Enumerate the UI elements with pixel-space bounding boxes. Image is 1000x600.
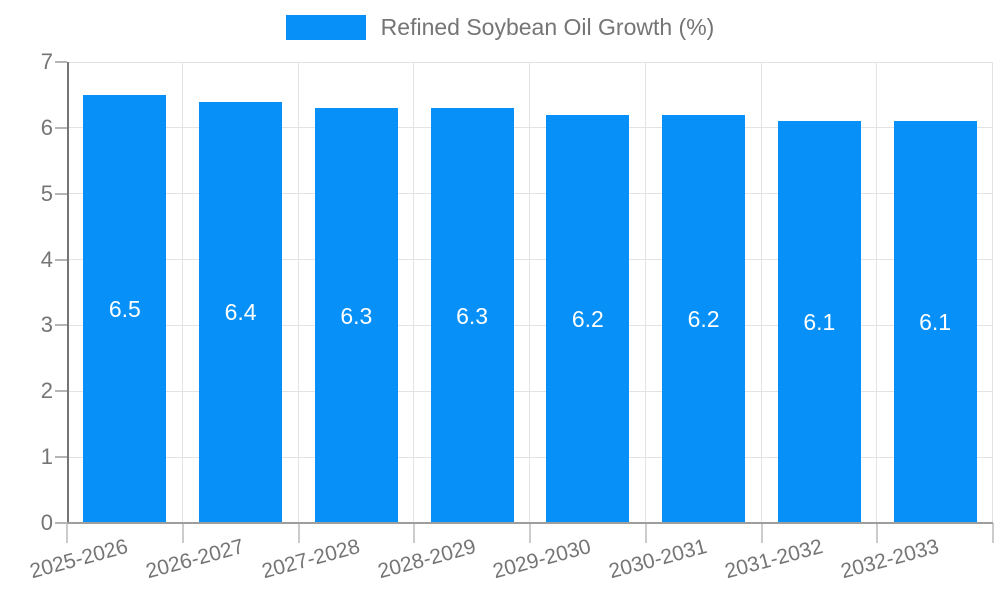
x-tick-mark xyxy=(66,523,68,543)
legend-label: Refined Soybean Oil Growth (%) xyxy=(380,14,715,40)
x-tick-mark xyxy=(644,523,647,543)
bar[interactable]: 6.2 xyxy=(546,114,630,523)
x-tick-label: 2025-2026 xyxy=(27,535,131,584)
bar-value-label: 6.3 xyxy=(456,302,489,329)
gridline-vertical xyxy=(992,62,993,523)
x-tick-label: 2026-2027 xyxy=(143,535,247,584)
x-tick-mark xyxy=(760,523,763,543)
y-tick-mark xyxy=(55,192,67,195)
y-tick-label: 1 xyxy=(40,444,53,470)
gridline-horizontal xyxy=(67,127,993,129)
bar-value-label: 6.4 xyxy=(224,299,257,326)
gridline-vertical xyxy=(876,62,878,523)
y-tick-mark xyxy=(55,522,67,524)
x-tick-mark xyxy=(413,523,416,543)
x-tick-mark xyxy=(181,523,184,543)
gridline-horizontal xyxy=(67,456,993,458)
x-tick-mark xyxy=(529,523,531,543)
gridline-vertical xyxy=(760,62,762,523)
bar-value-label: 6.1 xyxy=(919,309,952,336)
x-tick-label: 2029-2030 xyxy=(490,535,594,584)
y-tick-label: 4 xyxy=(40,246,53,272)
bar-value-label: 6.1 xyxy=(803,309,836,336)
bar-value-label: 6.5 xyxy=(108,295,141,322)
bar[interactable]: 6.1 xyxy=(893,121,977,523)
y-tick-label: 7 xyxy=(40,49,53,74)
bar[interactable]: 6.3 xyxy=(314,108,398,523)
x-tick-label: 2031-2032 xyxy=(722,535,826,584)
y-tick-label: 2 xyxy=(40,378,53,404)
x-tick-label: 2027-2028 xyxy=(259,535,363,584)
gridline-horizontal xyxy=(67,259,993,261)
legend-swatch-icon xyxy=(285,15,366,40)
gridline-horizontal xyxy=(67,61,993,63)
bar[interactable]: 6.2 xyxy=(662,114,746,523)
gridline-vertical xyxy=(413,62,415,523)
y-tick-mark xyxy=(55,324,67,327)
x-tick-mark xyxy=(992,523,994,543)
gridline-horizontal xyxy=(67,193,993,195)
bar[interactable]: 6.4 xyxy=(199,101,283,523)
bar-value-label: 6.2 xyxy=(571,305,604,332)
x-tick-label: 2032-2033 xyxy=(838,535,942,584)
legend-item[interactable]: Refined Soybean Oil Growth (%) xyxy=(285,14,715,41)
y-tick-mark xyxy=(55,61,67,63)
y-tick-label: 6 xyxy=(40,114,53,140)
gridline-horizontal xyxy=(67,390,993,392)
gridline-vertical xyxy=(529,62,530,523)
y-tick-mark xyxy=(55,258,67,261)
x-tick-label: 2030-2031 xyxy=(606,535,710,584)
y-tick-mark xyxy=(55,456,67,459)
plot-area: 6.5 6.4 6.3 6.3 6.2 6.2 6.1 6.1 xyxy=(67,61,993,524)
chart-legend: Refined Soybean Oil Growth (%) xyxy=(0,14,1000,41)
y-tick-label: 0 xyxy=(40,510,53,535)
x-axis-line xyxy=(67,522,993,524)
gridline-vertical xyxy=(181,62,183,523)
y-tick-mark xyxy=(55,390,67,393)
bar[interactable]: 6.5 xyxy=(83,94,167,523)
bar[interactable]: 6.3 xyxy=(430,108,514,523)
y-axis-line xyxy=(67,62,69,523)
x-tick-mark xyxy=(876,523,879,543)
gridline-vertical xyxy=(644,62,646,523)
y-tick-label: 3 xyxy=(40,312,53,338)
bar[interactable]: 6.1 xyxy=(777,121,861,523)
bar-value-label: 6.2 xyxy=(687,305,720,332)
gridline-vertical xyxy=(297,62,299,523)
x-tick-label: 2028-2029 xyxy=(375,535,479,584)
gridline-horizontal xyxy=(67,324,993,326)
bar-value-label: 6.3 xyxy=(340,302,373,329)
y-tick-mark xyxy=(55,126,67,129)
x-tick-mark xyxy=(297,523,300,543)
y-tick-label: 5 xyxy=(40,180,53,206)
